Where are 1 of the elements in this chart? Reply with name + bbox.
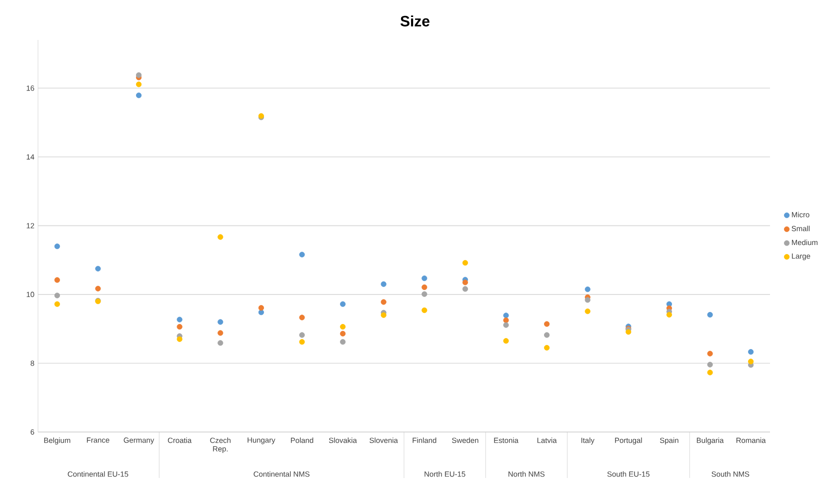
chart-title: Size — [400, 16, 430, 26]
